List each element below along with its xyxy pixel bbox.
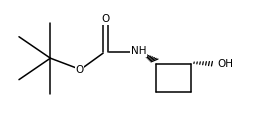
Text: OH: OH [217,59,233,69]
Text: O: O [75,64,83,75]
Text: O: O [102,14,110,24]
Text: NH: NH [131,46,146,56]
